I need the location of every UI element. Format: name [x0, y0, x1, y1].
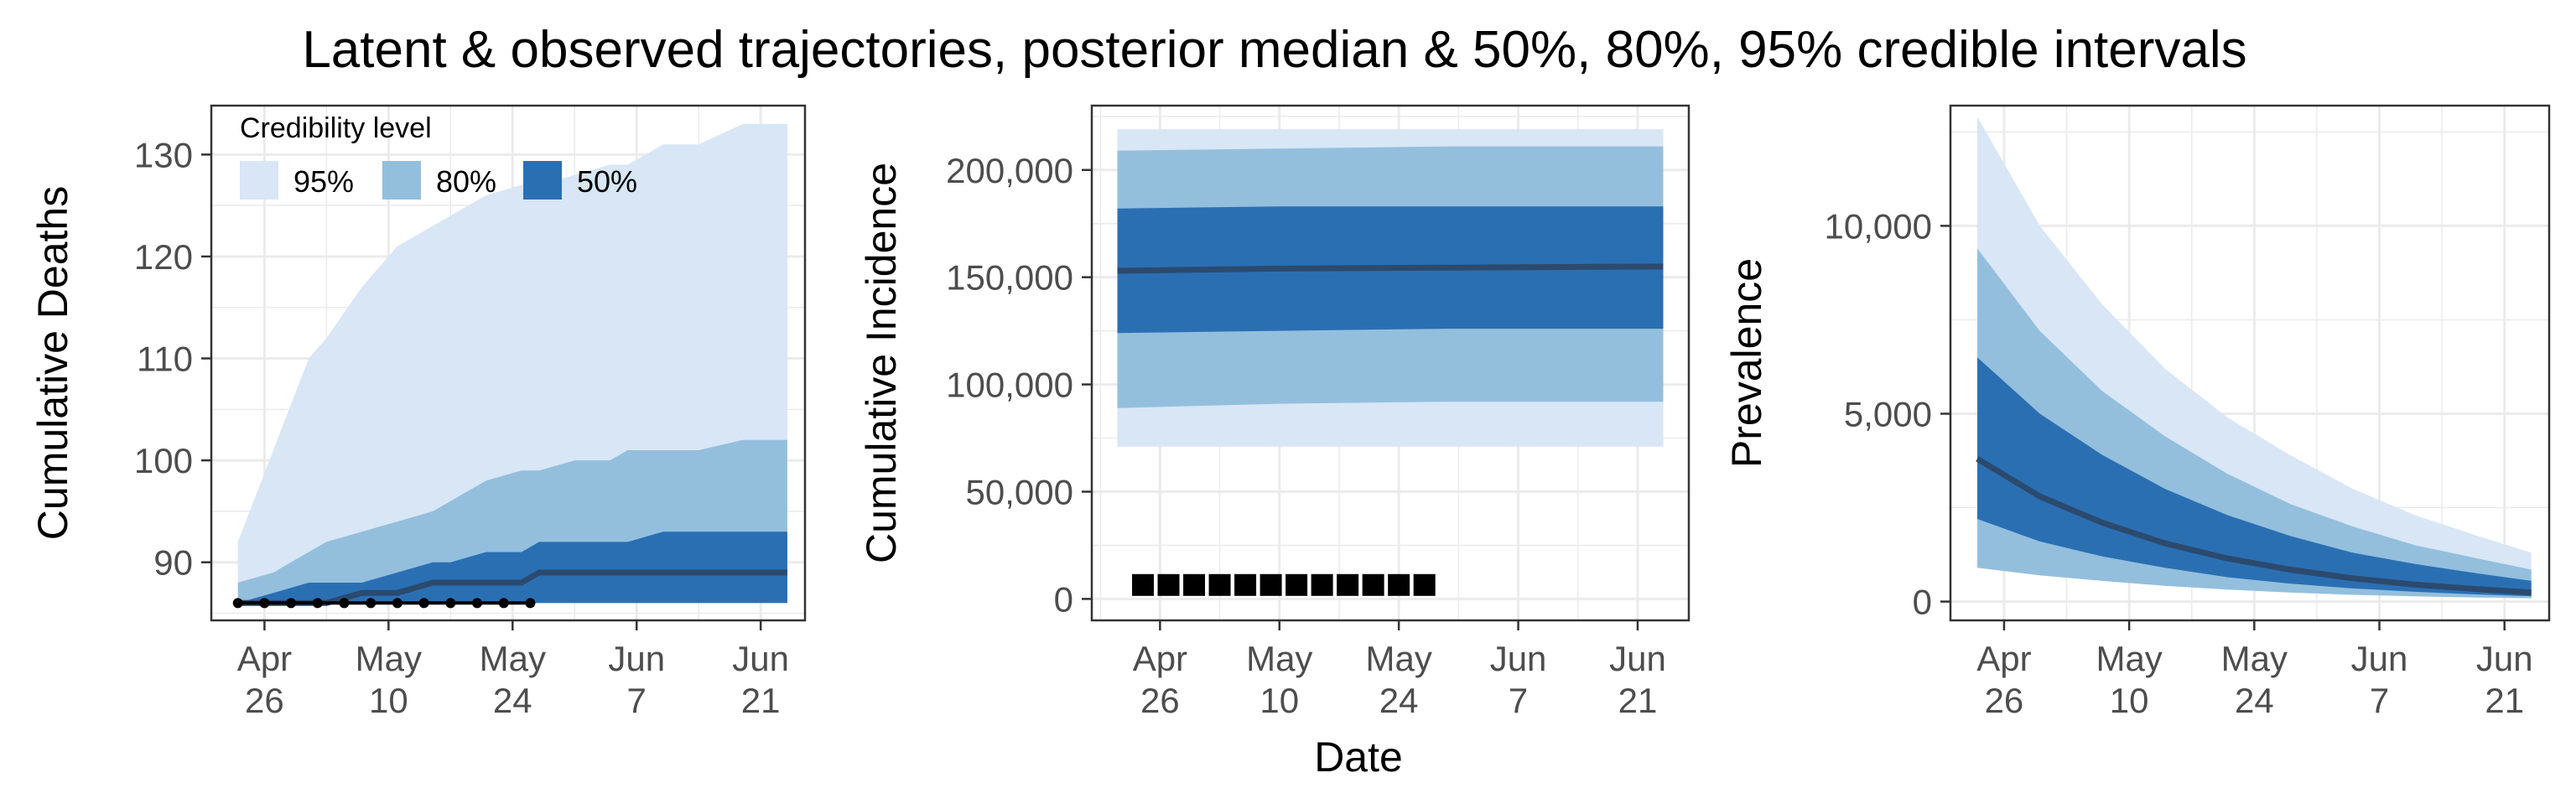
x-tick-label-month: Jun [608, 639, 665, 678]
observed-point [525, 598, 536, 609]
y-tick-label: 90 [153, 543, 193, 583]
x-tick-label-day: 26 [1140, 681, 1180, 720]
legend: Credibility level 95% 80% 50% [240, 112, 637, 200]
observed-point [339, 598, 350, 609]
observed-point [1337, 573, 1359, 596]
x-tick-label-month: Apr [237, 639, 292, 678]
y-tick-label: 5,000 [1844, 395, 1932, 434]
panel-border [1090, 104, 1690, 622]
median-line [1976, 456, 2532, 596]
x-tick-label-day: 21 [1618, 681, 1658, 720]
x-tick-label-day: 7 [1509, 681, 1528, 720]
legend-key-95 [240, 161, 278, 200]
panel-border [210, 104, 807, 622]
observed-point [1208, 573, 1231, 596]
x-tick-label-day: 24 [1379, 681, 1419, 720]
legend-key-50 [523, 161, 562, 200]
observed-point [1132, 573, 1155, 596]
y-tick-label: 50,000 [966, 473, 1073, 512]
observed-point [312, 598, 323, 609]
x-tick-label-month: Jun [1609, 639, 1666, 678]
observed-point [232, 598, 243, 609]
y-tick-label: 150,000 [946, 258, 1073, 298]
observed-point [1388, 573, 1410, 596]
observed-point [286, 598, 297, 609]
x-tick-label-month: Jun [2351, 639, 2408, 678]
x-tick-label-day: 10 [2110, 681, 2149, 720]
x-tick-label-day: 21 [741, 681, 781, 720]
observed-point [392, 598, 402, 609]
panel-cumulative-incidence: 050,000100,000150,000200,000Apr26May10Ma… [858, 104, 1690, 720]
y-tick-label: 130 [134, 135, 193, 174]
x-tick-label-day: 26 [1985, 681, 2024, 720]
y-tick-label: 120 [134, 237, 193, 277]
y-tick-label: 0 [1913, 583, 1932, 622]
observed-point [418, 598, 429, 609]
y-tick-label: 0 [1054, 579, 1073, 619]
observed-point [1362, 573, 1384, 596]
x-tick-label-month: May [1365, 639, 1431, 678]
y-tick-label: 100 [134, 441, 193, 480]
y-axis-title: Prevalence [1723, 258, 1770, 468]
y-tick-label: 10,000 [1825, 206, 1932, 246]
credible-band-50 [237, 532, 787, 604]
observed-point [366, 598, 377, 609]
x-tick-label-day: 21 [2485, 681, 2524, 720]
observed-point [1285, 573, 1308, 596]
panel-cumulative-deaths: 90100110120130Apr26May10May24Jun7Jun21Cu… [29, 104, 807, 720]
y-tick-label: 110 [137, 340, 193, 379]
x-tick-label-month: May [2221, 639, 2288, 678]
y-axis-title: Cumulative Incidence [858, 163, 905, 563]
x-tick-label-day: 10 [369, 681, 408, 720]
x-tick-label-month: Apr [1976, 639, 2031, 678]
observed-point [1259, 573, 1282, 596]
median-line [1117, 263, 1664, 274]
y-tick-label: 200,000 [946, 151, 1073, 190]
legend-label: 50% [577, 164, 637, 199]
x-tick-label-day: 26 [245, 681, 284, 720]
x-tick-label-month: Jun [2476, 639, 2533, 678]
legend-label: 80% [436, 164, 496, 199]
x-tick-label-month: May [356, 639, 422, 678]
observed-point [1183, 573, 1206, 596]
observed-point [472, 598, 483, 609]
legend-key-80 [382, 161, 421, 200]
credible-band-50 [1977, 357, 2532, 597]
chart-title: Latent & observed trajectories, posterio… [302, 21, 2246, 79]
x-tick-label-day: 10 [1259, 681, 1299, 720]
observed-point [259, 598, 270, 609]
x-tick-label-day: 7 [2370, 681, 2389, 720]
legend-label: 95% [293, 164, 354, 199]
observed-point [1311, 573, 1333, 596]
x-tick-label-day: 24 [2235, 681, 2274, 720]
panel-border [1949, 104, 2551, 622]
observed-point [1413, 573, 1436, 596]
observed-point [1234, 573, 1257, 596]
y-axis-title: Cumulative Deaths [29, 186, 76, 540]
x-tick-label-day: 24 [493, 681, 532, 720]
observed-point [498, 598, 509, 609]
observed-point [1157, 573, 1180, 596]
observed-point [445, 598, 456, 609]
x-tick-label-month: Jun [1490, 639, 1547, 678]
x-tick-label-month: Jun [732, 639, 789, 678]
legend-title: Credibility level [240, 112, 432, 144]
x-tick-label-month: May [2096, 639, 2162, 678]
x-tick-label-day: 7 [627, 681, 647, 720]
shared-x-axis-title: Date [1314, 734, 1403, 780]
legend-items: 95% 80% 50% [240, 161, 637, 200]
x-tick-label-month: Apr [1133, 639, 1187, 678]
x-tick-label-month: May [1246, 639, 1312, 678]
x-tick-label-month: May [480, 639, 546, 678]
panel-prevalence: 05,00010,000Apr26May10May24Jun7Jun21Prev… [1723, 104, 2551, 720]
y-tick-label: 100,000 [946, 366, 1073, 405]
